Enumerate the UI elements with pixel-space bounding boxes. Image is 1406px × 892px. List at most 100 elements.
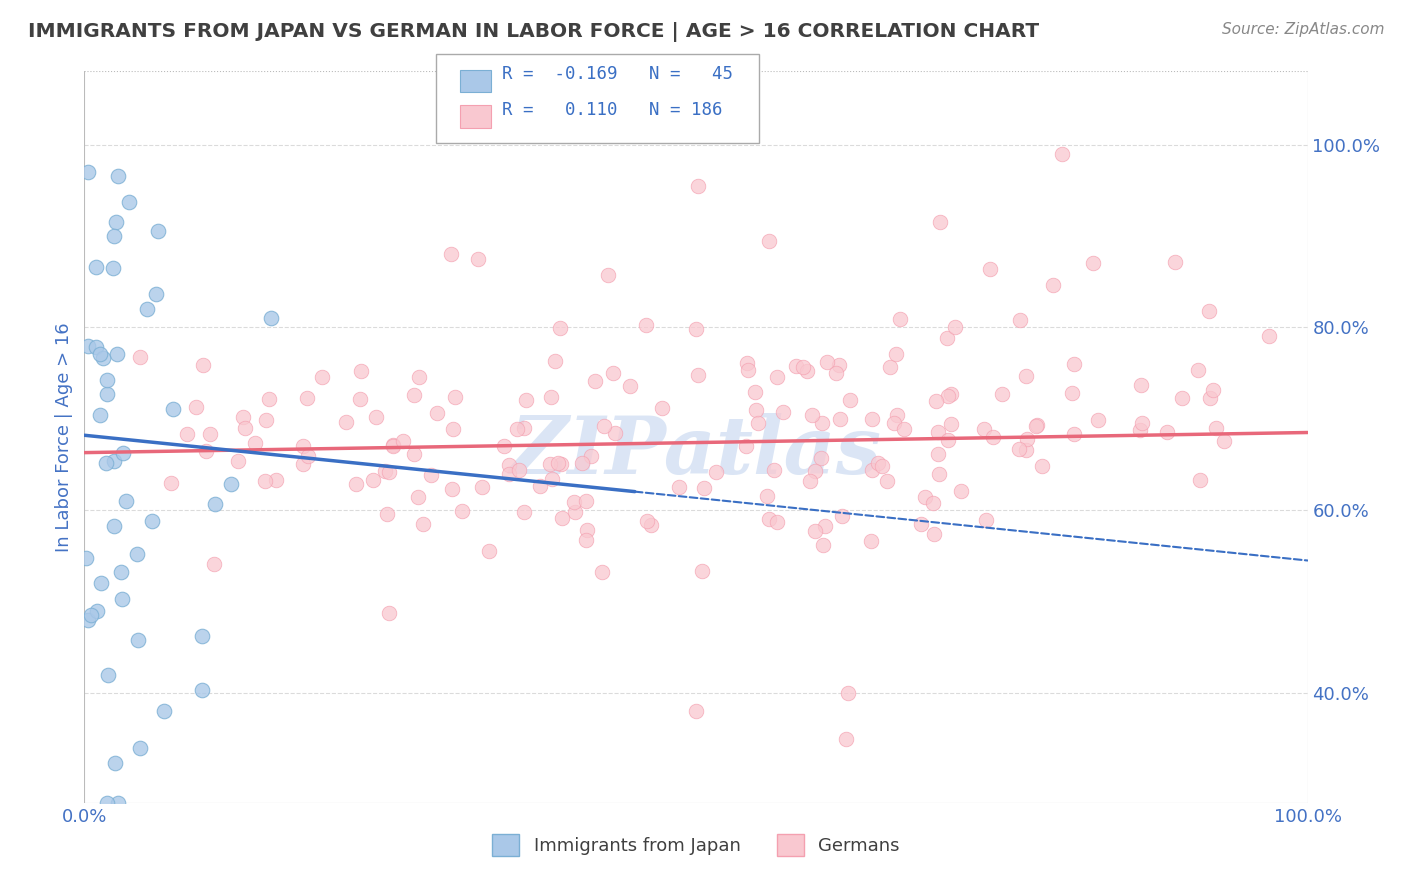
Point [884, 347, 907, 361]
Point [96, 387, 118, 401]
Point [564, 505, 586, 519]
Point [506, 422, 529, 436]
Point [1060, 386, 1083, 401]
Point [257, 392, 280, 407]
Point [1130, 417, 1153, 431]
Point [118, 194, 141, 209]
Point [382, 438, 405, 452]
Point [97, 667, 120, 681]
Point [538, 457, 561, 471]
Point [103, 519, 125, 533]
Point [824, 367, 846, 381]
Point [198, 427, 221, 442]
Point [408, 369, 430, 384]
Point [191, 682, 214, 697]
Point [1258, 329, 1281, 343]
Point [704, 466, 727, 480]
Point [690, 564, 713, 578]
Point [363, 473, 385, 487]
Point [254, 412, 277, 426]
Point [266, 473, 288, 487]
Point [755, 489, 778, 503]
Point [1171, 392, 1194, 406]
Point [928, 215, 950, 229]
Point [101, 260, 124, 275]
Point [603, 425, 626, 440]
Point [745, 402, 768, 417]
Point [378, 606, 401, 620]
Point [591, 566, 613, 580]
Point [889, 311, 911, 326]
Point [513, 421, 536, 435]
Point [127, 632, 149, 647]
Point [77, 165, 100, 179]
Point [619, 378, 641, 392]
Point [685, 705, 707, 719]
Point [758, 511, 780, 525]
Point [392, 434, 415, 448]
Point [981, 430, 1004, 444]
Point [1213, 434, 1236, 448]
Point [112, 445, 135, 459]
Point [810, 416, 832, 430]
Point [991, 387, 1014, 401]
Point [148, 224, 170, 238]
Point [1050, 146, 1073, 161]
Point [583, 374, 606, 388]
Point [233, 421, 256, 435]
Point [879, 360, 901, 375]
Point [515, 393, 537, 408]
Point [870, 458, 893, 473]
Point [1087, 413, 1109, 427]
Point [876, 475, 898, 489]
Point [440, 482, 463, 496]
Point [402, 447, 425, 461]
Point [1205, 421, 1227, 435]
Point [96, 373, 118, 387]
Point [76, 613, 98, 627]
Point [693, 481, 716, 495]
Point [550, 457, 572, 471]
Point [440, 247, 463, 261]
Point [202, 557, 225, 571]
Text: IMMIGRANTS FROM JAPAN VS GERMAN IN LABOR FORCE | AGE > 16 CORRELATION CHART: IMMIGRANTS FROM JAPAN VS GERMAN IN LABOR… [28, 22, 1039, 42]
Point [103, 454, 125, 468]
Point [737, 362, 759, 376]
Point [811, 538, 834, 552]
Point [420, 468, 443, 483]
Text: R =   0.110   N = 186: R = 0.110 N = 186 [502, 101, 723, 119]
Point [1025, 417, 1047, 432]
Point [973, 422, 995, 436]
Point [378, 465, 401, 479]
Point [467, 252, 489, 266]
Point [190, 629, 212, 643]
Point [344, 476, 367, 491]
Point [1188, 473, 1211, 487]
Point [1129, 423, 1152, 437]
Point [412, 517, 434, 532]
Point [204, 497, 226, 511]
Point [141, 514, 163, 528]
Point [494, 439, 516, 453]
Point [426, 406, 449, 420]
Point [111, 592, 134, 607]
Point [529, 479, 551, 493]
Point [602, 367, 624, 381]
Point [893, 422, 915, 436]
Point [804, 524, 827, 538]
Point [922, 526, 945, 541]
Point [184, 400, 207, 414]
Point [508, 463, 530, 477]
Point [744, 384, 766, 399]
Point [513, 505, 536, 519]
Point [910, 517, 932, 532]
Point [153, 705, 176, 719]
Point [107, 169, 129, 183]
Point [1015, 368, 1038, 383]
Point [1031, 458, 1053, 473]
Point [837, 686, 859, 700]
Point [550, 511, 572, 525]
Point [574, 493, 596, 508]
Point [115, 494, 138, 508]
Point [90, 576, 112, 591]
